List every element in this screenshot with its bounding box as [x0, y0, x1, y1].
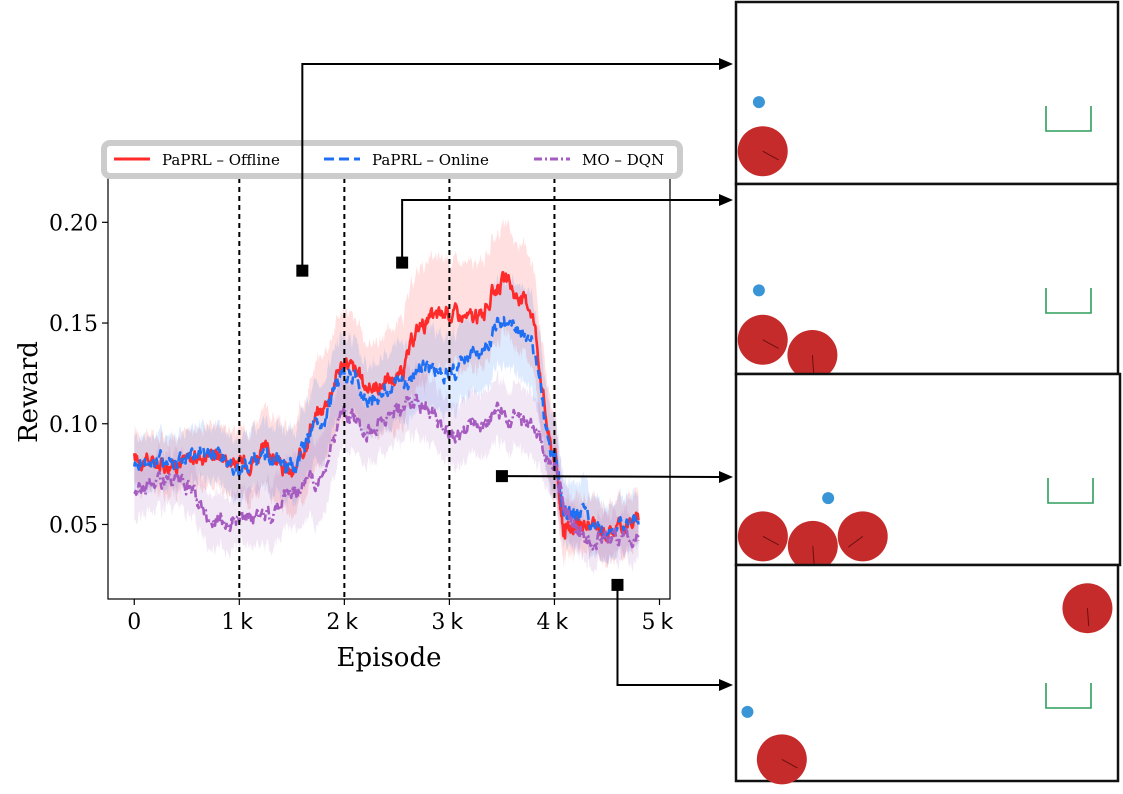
- x-tick-suffix-3: k: [450, 610, 463, 635]
- legend: PaPRL – Offline PaPRL – Online MO – DQN: [101, 140, 683, 179]
- y-tick-label-2: 0.15: [49, 312, 98, 337]
- y-axis-ticks: 0.05 0.10 0.15 0.20: [49, 211, 108, 538]
- panel-4: [734, 563, 1120, 785]
- obstacle-heading: [762, 535, 779, 546]
- legend-label-online: PaPRL – Online: [372, 151, 489, 169]
- x-tick-suffix-4: k: [555, 610, 568, 635]
- x-axis-label: Episode: [337, 643, 442, 673]
- x-tick-label-0: 0: [127, 610, 141, 635]
- panel-frame: [734, 0, 1120, 186]
- series-lines: [133, 270, 640, 551]
- legend-frame: [101, 140, 683, 179]
- goal-bracket: [1047, 478, 1094, 504]
- x-tick-label-5: 5: [641, 610, 655, 635]
- connector-3: [495, 470, 733, 483]
- band-3: [134, 360, 639, 576]
- x-tick-suffix-2: k: [345, 610, 358, 635]
- connector-line: [616, 584, 719, 686]
- y-axis-label: Reward: [14, 341, 44, 443]
- obstacle-heading: [848, 535, 864, 548]
- obstacle-heading: [762, 339, 779, 349]
- obstacle-heading: [762, 150, 779, 161]
- marker-4: [611, 578, 624, 591]
- connector-line: [401, 199, 719, 263]
- legend-label-offline: PaPRL – Offline: [162, 151, 280, 169]
- series-line-2: [133, 315, 640, 540]
- divider-lines: [238, 178, 556, 599]
- marker-2: [396, 256, 409, 269]
- x-tick-label-3: 3: [431, 610, 445, 635]
- y-tick-label-3: 0.20: [49, 211, 98, 236]
- obstacle-heading: [781, 758, 798, 769]
- panel-2: [734, 182, 1120, 380]
- agent-ball: [741, 705, 754, 718]
- connectors: [296, 58, 733, 691]
- goal-bracket: [1045, 288, 1092, 314]
- arrow-head: [719, 194, 733, 206]
- obstacle-heading: [812, 545, 815, 564]
- x-tick-suffix-1: k: [240, 610, 253, 635]
- connector-line: [501, 475, 720, 478]
- y-tick-label-0: 0.05: [49, 513, 98, 538]
- x-tick-label-2: 2: [326, 610, 340, 635]
- panel-1: [734, 0, 1120, 186]
- agent-ball: [822, 492, 835, 505]
- obstacle-heading: [811, 354, 815, 373]
- connector-2: [396, 194, 733, 269]
- obstacle-heading: [1086, 608, 1090, 627]
- x-tick-label-1: 1: [221, 610, 235, 635]
- marker-3: [495, 470, 508, 483]
- panel-3: [734, 372, 1122, 571]
- environment-panels: [734, 0, 1122, 785]
- x-tick-label-4: 4: [536, 610, 550, 635]
- arrow-head: [719, 679, 733, 691]
- y-tick-label-1: 0.10: [49, 413, 98, 438]
- legend-label-modqn: MO – DQN: [582, 151, 664, 169]
- agent-ball: [752, 284, 765, 297]
- goal-bracket: [1045, 106, 1092, 132]
- goal-bracket: [1045, 683, 1092, 709]
- marker-1: [296, 264, 309, 277]
- connector-4: [611, 578, 733, 691]
- series-line-3: [133, 393, 640, 551]
- connector-1: [296, 58, 733, 277]
- arrow-head: [719, 471, 733, 483]
- connector-line: [301, 63, 719, 271]
- arrow-head: [719, 58, 733, 70]
- agent-ball: [752, 96, 765, 109]
- x-tick-suffix-5: k: [660, 610, 673, 635]
